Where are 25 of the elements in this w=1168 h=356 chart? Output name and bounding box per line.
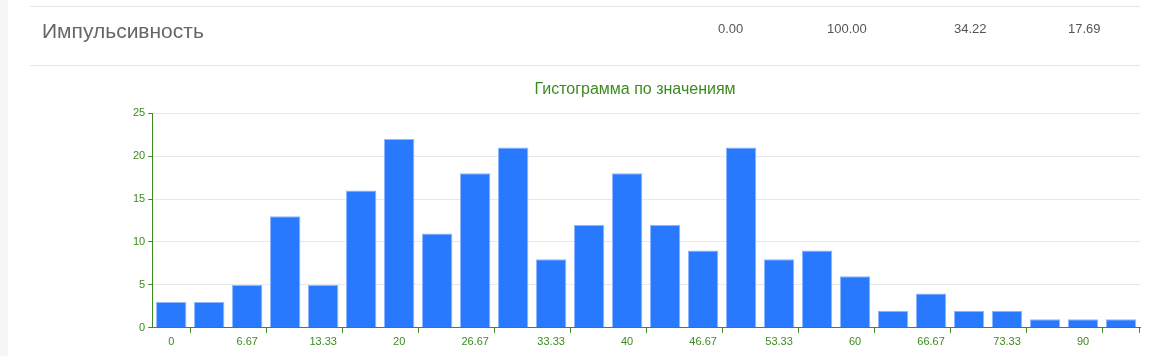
y-tick-label: 0 — [139, 320, 146, 333]
y-tick-label: 10 — [132, 234, 146, 247]
text: 0.00 — [718, 21, 744, 36]
y-tick-label: 5 — [139, 277, 146, 290]
x-tick-label: 90 — [1076, 335, 1090, 348]
text: 34.22 — [954, 21, 987, 36]
x-tick-label: 66.67 — [917, 335, 945, 348]
x-tick-label: 20 — [393, 335, 406, 348]
x-tick-label: 33.33 — [537, 335, 565, 348]
x-tick-label: 26.67 — [461, 335, 489, 348]
x-tick-label: 13.33 — [309, 335, 337, 348]
text: Импульсивность — [42, 19, 204, 43]
chart-title: Гистограмма по значениям — [534, 80, 736, 98]
y-tick-label: 25 — [132, 106, 146, 119]
y-tick-label: 15 — [132, 192, 146, 205]
y-tick-label: 20 — [132, 149, 146, 162]
text: 17.69 — [1068, 21, 1101, 36]
x-tick-label: 6.67 — [236, 335, 258, 348]
x-tick-label: 40 — [621, 335, 634, 348]
x-tick-label: 0 — [168, 335, 175, 348]
text: 100.00 — [827, 21, 867, 36]
x-tick-label: 46.67 — [689, 335, 717, 348]
x-tick-label: 73.33 — [993, 335, 1021, 348]
x-tick-label: 53.33 — [765, 335, 793, 348]
x-tick-label: 60 — [848, 335, 862, 348]
